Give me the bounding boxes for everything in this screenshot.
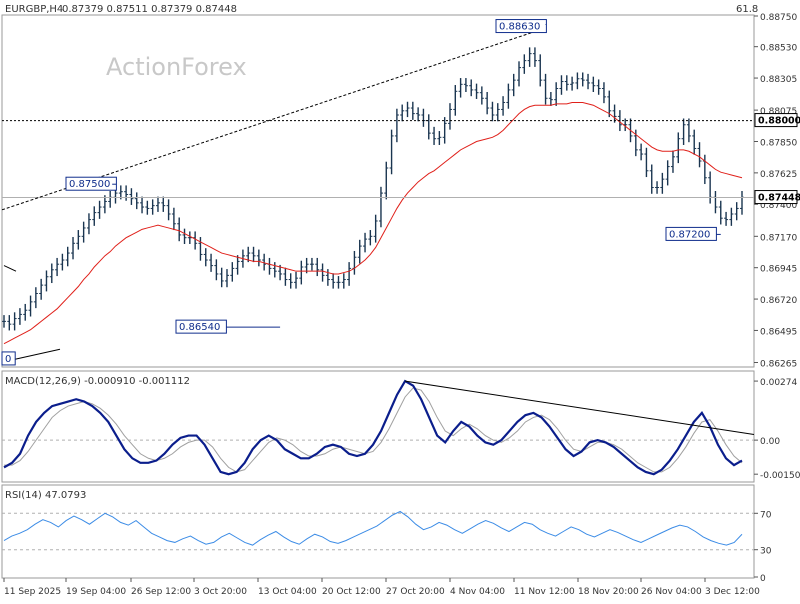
rsi-axis-tick-label: 0 <box>760 574 766 584</box>
corner-value: 61.8 <box>736 4 758 15</box>
rsi-panel-frame <box>1 484 755 579</box>
time-axis-tick-label: 26 Sep 12:00 <box>131 587 191 597</box>
price-annotation-label: 0.87200 <box>669 229 710 240</box>
rsi-layer <box>2 510 754 551</box>
price-axis-tick-label: 0.88075 <box>760 107 797 117</box>
time-axis-tick-label: 19 Sep 04:00 <box>66 587 126 597</box>
price-axis-tick-label: 0.88530 <box>760 44 797 54</box>
price-annotation-label: 0.87500 <box>69 179 110 190</box>
price-annotation-label: 0.88630 <box>499 22 540 33</box>
price-annotation-label: 0 <box>5 354 11 365</box>
price-axis-tick-label: 0.87850 <box>760 138 797 148</box>
time-axis-tick-label: 13 Oct 04:00 <box>258 587 317 597</box>
rsi-axis-tick-label: 30 <box>760 547 772 557</box>
macd-line <box>3 379 743 476</box>
price-axis-tick-label: 0.87400 <box>760 201 797 211</box>
time-axis-tick-label: 27 Oct 20:00 <box>386 587 445 597</box>
macd-layer <box>2 379 755 476</box>
price-annotation-label: 0.86540 <box>179 322 220 333</box>
price-annotation-box <box>1 351 16 366</box>
price-axis-tick-label: 0.86265 <box>760 360 797 370</box>
price-axis-tick-label: 0.88305 <box>760 75 797 85</box>
watermark: ActionForex <box>106 53 247 81</box>
macd-title: MACD(12,26,9) -0.000910 -0.001112 <box>5 376 190 387</box>
chart-title: EURGBP,H4 <box>5 4 63 15</box>
time-axis-tick-label: 3 Dec 12:00 <box>705 587 760 597</box>
rsi-line <box>3 510 743 546</box>
resistance-level-label-box <box>754 113 798 128</box>
price-axis-tick-label: 0.88750 <box>760 13 797 23</box>
price-panel-frame <box>1 14 755 368</box>
current-price-label: 0.87448 <box>758 193 800 204</box>
macd-signal-line <box>4 387 743 473</box>
price-axis-tick-label: 0.87170 <box>760 233 797 243</box>
axes-layer: 0.88750 0.88530 0.88305 0.88075 0.87850 0.876… <box>3 13 800 597</box>
price-layer: 0.88630 0.87500 0.86540 0.87200 0 <box>1 19 754 366</box>
time-axis-tick-label: 20 Oct 12:00 <box>322 587 381 597</box>
time-axis-tick-label: 4 Nov 04:00 <box>450 587 505 597</box>
time-axis-tick-label: 3 Oct 20:00 <box>194 587 247 597</box>
macd-axis-tick-label: 0.00 <box>760 437 780 447</box>
current-price-label-box <box>754 190 798 205</box>
price-axis-tick-label: 0.86945 <box>760 265 797 275</box>
price-axis-tick-label: 0.86495 <box>760 327 797 337</box>
rsi-axis-tick-label: 70 <box>760 510 772 520</box>
resistance-level-label: 0.88000 <box>758 116 800 127</box>
rsi-title: RSI(14) 47.0793 <box>5 490 86 501</box>
price-annotation-box <box>495 19 547 34</box>
time-axis-tick-label: 11 Nov 12:00 <box>514 587 575 597</box>
macd-panel-frame <box>1 370 755 483</box>
moving-average-line <box>3 101 743 345</box>
time-axis-tick-label: 11 Sep 2025 <box>4 587 61 597</box>
chart-ohlc: 0.87379 0.87511 0.87379 0.87448 <box>62 4 237 15</box>
price-axis-tick-label: 0.86720 <box>760 296 797 306</box>
rising-trendline-dotted <box>1 30 536 211</box>
left-edge-trendline <box>3 265 17 272</box>
time-axis-tick-label: 26 Nov 04:00 <box>641 587 702 597</box>
time-axis-tick-label: 18 Nov 20:00 <box>578 587 639 597</box>
macd-trendline <box>405 380 755 435</box>
support-trendline-short <box>9 348 61 361</box>
macd-axis-tick-label: 0.00274 <box>760 378 797 388</box>
price-axis-tick-label: 0.87625 <box>760 170 797 180</box>
macd-axis-tick-label: -0.001505 <box>760 471 800 481</box>
